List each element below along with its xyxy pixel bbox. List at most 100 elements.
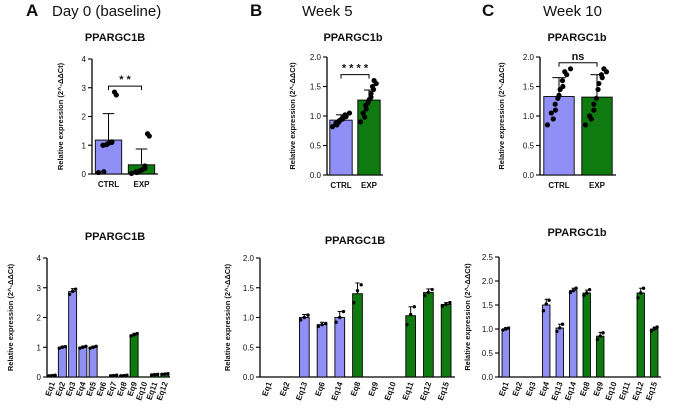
y-axis-label: Relative expression (2^-ΔΔCt) (288, 62, 297, 170)
data-point (67, 292, 72, 296)
data-point (122, 373, 126, 378)
bar-eq12 (636, 292, 645, 378)
data-point (560, 322, 565, 326)
category-label: Eq6 (313, 380, 327, 397)
data-point (548, 110, 554, 116)
data-point (338, 315, 342, 320)
y-tick-label: 1.5 (482, 301, 494, 310)
data-point (649, 329, 654, 333)
category-label: Eq1 (260, 380, 274, 397)
data-point (160, 372, 164, 377)
y-tick-label: 0.5 (310, 142, 322, 151)
data-point (132, 333, 136, 337)
data-point (598, 72, 605, 78)
category-label: Eq2 (278, 380, 292, 397)
data-point (655, 325, 659, 329)
data-point (166, 372, 170, 376)
y-tick-label: 0.0 (310, 171, 322, 180)
data-point (440, 304, 445, 308)
category-label: EXP (361, 181, 378, 190)
data-point (596, 80, 602, 87)
data-point (101, 169, 107, 175)
y-axis-label: Relative expression (2^-ΔΔCt) (497, 62, 506, 170)
data-point (163, 372, 167, 376)
data-point (587, 287, 592, 292)
data-point (601, 331, 605, 335)
data-point (88, 346, 92, 350)
data-point (556, 92, 562, 98)
data-point (346, 110, 353, 116)
data-point (547, 298, 551, 302)
data-point (560, 83, 566, 90)
category-label: Eq14 (563, 380, 578, 402)
data-point (78, 346, 82, 350)
y-tick-label: 0.5 (523, 142, 535, 151)
bar-eq3 (68, 291, 78, 378)
data-point (357, 119, 364, 125)
data-point (544, 122, 551, 128)
data-point (114, 373, 119, 377)
data-point (591, 107, 597, 113)
y-tick-label: 1.0 (243, 314, 255, 323)
data-point (81, 345, 85, 349)
data-point (541, 309, 546, 313)
data-point (582, 122, 589, 128)
y-tick-label: 1.0 (482, 325, 494, 334)
chart-week5-top: 0.0 0.5 1.0 1.5 2.0 Relative expression (2^-Δ… (288, 53, 383, 190)
data-point (324, 321, 328, 326)
data-point (95, 169, 102, 176)
bar-eq8 (582, 292, 591, 378)
data-point (601, 66, 607, 72)
significance-bracket (108, 85, 142, 91)
data-point (47, 374, 51, 378)
data-point (94, 344, 98, 349)
y-tick-label: 1 (37, 343, 42, 352)
category-label: Eq8 (349, 380, 363, 397)
data-point (559, 78, 566, 84)
data-point (334, 320, 338, 324)
data-point (595, 86, 601, 93)
chart-day0-top: 0 1 2 3 4 Relative expression (2^-ΔΔCt) CTRL EX… (56, 55, 158, 189)
data-point (430, 287, 434, 292)
bar-eq5 (88, 346, 98, 378)
category-label: Eq3 (524, 380, 538, 397)
data-point (362, 114, 368, 120)
significance-label: ns (572, 51, 585, 63)
data-point (552, 101, 558, 107)
data-point (582, 293, 586, 298)
data-point (405, 322, 409, 327)
category-label: Eq14 (330, 380, 345, 402)
chart-6-title: PPARGC1b (547, 227, 606, 239)
data-point (57, 346, 62, 350)
bar-exp (581, 96, 613, 176)
y-tick-label: 0.5 (243, 343, 255, 352)
category-label: Eq13 (294, 380, 309, 402)
data-point (591, 101, 597, 107)
data-point (444, 302, 448, 307)
y-tick-label: 1.0 (310, 112, 322, 121)
chart-2-title: PPARGC1b (323, 32, 382, 44)
category-label: Eq1 (497, 380, 511, 397)
y-tick-label: 4 (82, 55, 87, 64)
data-point (360, 110, 366, 116)
data-point (125, 373, 129, 377)
data-point (501, 328, 505, 332)
data-point (352, 300, 356, 305)
data-point (639, 291, 643, 295)
bar-eq4 (78, 346, 88, 378)
significance-bracket (558, 62, 598, 67)
data-point (50, 373, 54, 378)
category-label: Eq15 (436, 380, 451, 402)
bar-eq14 (334, 317, 346, 378)
chart-week10-bottom: 0.0 0.5 1.0 1.5 2.0 2.5 Relative expression (2… (463, 253, 661, 402)
category-label: Eq9 (592, 380, 606, 397)
data-point (369, 83, 376, 90)
panel-a-title: Day 0 (baseline) (52, 3, 161, 20)
data-point (408, 312, 413, 317)
panel-b-letter: B (250, 1, 262, 20)
panel-c-title: Week 10 (543, 3, 602, 20)
data-point (128, 170, 135, 177)
y-tick-label: 2 (37, 314, 42, 323)
category-label: EXP (133, 180, 150, 189)
